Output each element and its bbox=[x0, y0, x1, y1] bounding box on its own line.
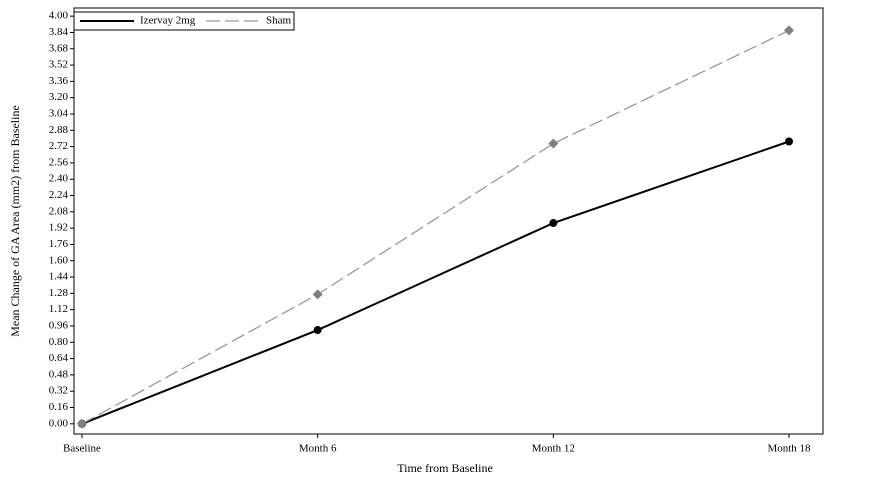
y-tick-label: 2.56 bbox=[49, 156, 69, 168]
y-tick-label: 4.00 bbox=[49, 10, 69, 22]
y-tick-label: 0.96 bbox=[49, 320, 69, 332]
x-axis-label: Time from Baseline bbox=[397, 461, 493, 475]
y-tick-label: 1.60 bbox=[49, 254, 69, 266]
legend-box bbox=[73, 11, 295, 31]
y-tick-label: 1.28 bbox=[49, 287, 69, 299]
x-tick-label: Month 18 bbox=[767, 443, 811, 455]
y-tick-label: 3.68 bbox=[49, 42, 69, 54]
y-tick-label: 2.24 bbox=[49, 189, 69, 201]
x-tick-label: Month 12 bbox=[532, 443, 575, 455]
point bbox=[784, 25, 794, 36]
y-tick-label: 0.32 bbox=[49, 385, 68, 397]
point bbox=[312, 289, 323, 300]
legend-label: Sham bbox=[266, 15, 292, 27]
y-tick-label: 1.92 bbox=[49, 222, 68, 234]
x-tick-label: Baseline bbox=[63, 443, 101, 455]
y-tick-label: 1.76 bbox=[49, 238, 69, 250]
y-tick-label: 3.04 bbox=[49, 108, 69, 120]
y-tick-label: 3.84 bbox=[49, 26, 69, 38]
y-tick-label: 2.40 bbox=[49, 173, 69, 185]
y-tick-label: 3.52 bbox=[49, 59, 68, 71]
x-tick-label: Month 6 bbox=[299, 443, 337, 455]
y-tick-label: 0.16 bbox=[49, 401, 69, 413]
y-tick-label: 3.36 bbox=[49, 75, 69, 87]
point bbox=[549, 219, 558, 228]
point bbox=[77, 418, 87, 429]
y-tick-label: 0.64 bbox=[49, 352, 69, 364]
y-tick-label: 2.88 bbox=[49, 124, 69, 136]
legend-label: Izervay 2mg bbox=[140, 15, 196, 27]
point bbox=[548, 138, 559, 149]
point bbox=[313, 326, 322, 335]
y-tick-label: 0.00 bbox=[49, 417, 69, 429]
series-line bbox=[81, 140, 790, 425]
y-tick-label: 2.08 bbox=[49, 205, 69, 217]
y-tick-label: 2.72 bbox=[49, 140, 68, 152]
y-tick-label: 0.80 bbox=[49, 336, 69, 348]
series-line bbox=[81, 29, 790, 425]
y-tick-label: 1.44 bbox=[49, 271, 69, 283]
point bbox=[785, 137, 793, 146]
plot-frame bbox=[73, 7, 824, 435]
y-axis-label: Mean Change of GA Area (mm2) from Baseli… bbox=[8, 105, 22, 337]
y-tick-label: 0.48 bbox=[49, 368, 69, 380]
y-tick-label: 3.20 bbox=[49, 91, 69, 103]
y-tick-label: 1.12 bbox=[49, 303, 68, 315]
